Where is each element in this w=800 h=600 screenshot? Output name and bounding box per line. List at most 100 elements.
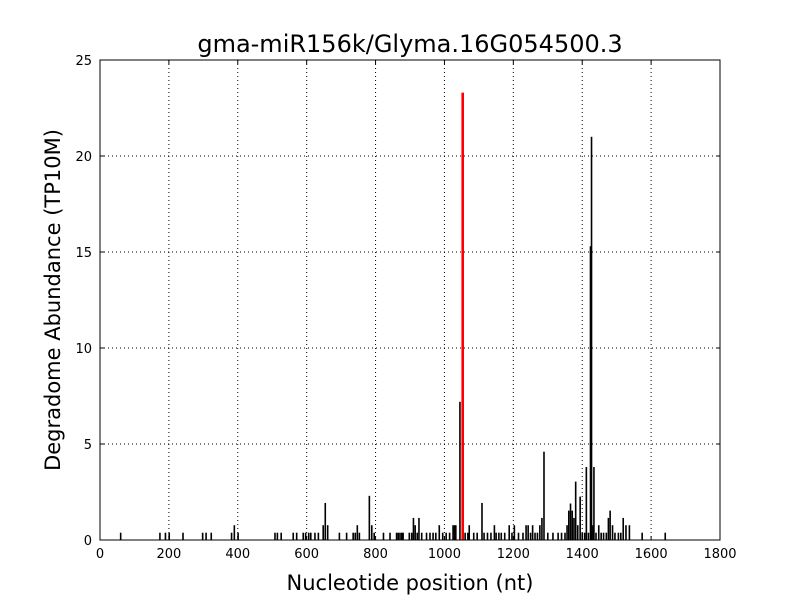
grid xyxy=(100,60,720,540)
bar xyxy=(543,451,545,540)
bar xyxy=(641,532,643,540)
bar xyxy=(503,532,506,540)
bar xyxy=(356,525,359,540)
bar xyxy=(233,525,236,540)
bar xyxy=(552,532,554,540)
bar xyxy=(382,532,385,540)
x-tick-label: 0 xyxy=(96,547,104,562)
y-tick-label: 15 xyxy=(75,246,92,261)
chart-title: gma-miR156k/Glyma.16G054500.3 xyxy=(197,30,622,58)
bar xyxy=(607,517,610,540)
bar xyxy=(358,532,361,540)
bar xyxy=(564,532,566,540)
bar xyxy=(500,532,503,540)
bar xyxy=(508,525,510,540)
bar xyxy=(453,525,456,540)
highlight-bar xyxy=(461,92,464,540)
bar xyxy=(119,532,122,540)
bar xyxy=(625,525,627,540)
bar xyxy=(352,532,354,540)
bar xyxy=(274,532,276,540)
x-tick-label: 400 xyxy=(225,547,250,562)
bar xyxy=(498,532,500,540)
bar xyxy=(314,532,316,540)
y-axis-label: Degradome Abundance (TP10M) xyxy=(41,129,65,471)
bar xyxy=(569,503,572,540)
bar xyxy=(432,532,434,540)
bar xyxy=(292,532,295,540)
bar xyxy=(622,517,625,540)
bar xyxy=(536,532,539,540)
bar xyxy=(338,532,341,540)
bar xyxy=(410,532,413,540)
bar xyxy=(614,532,616,540)
bar xyxy=(201,532,204,540)
bar xyxy=(464,532,466,540)
bar xyxy=(452,525,454,540)
bar xyxy=(429,532,431,540)
bar xyxy=(560,532,563,540)
bar xyxy=(345,532,348,540)
bar xyxy=(493,525,496,540)
y-tick-label: 0 xyxy=(84,534,92,549)
bar xyxy=(579,496,581,540)
bar xyxy=(438,525,441,540)
x-tick-label: 1200 xyxy=(497,547,530,562)
bar xyxy=(513,525,516,540)
bar xyxy=(425,532,428,540)
bar xyxy=(490,532,492,540)
bar xyxy=(307,532,310,540)
bar xyxy=(441,532,444,540)
bar xyxy=(529,532,532,540)
bar xyxy=(531,525,534,540)
x-tick-label: 800 xyxy=(363,547,388,562)
bar xyxy=(605,532,608,540)
bar xyxy=(322,525,324,540)
x-tick-label: 200 xyxy=(156,547,181,562)
bar xyxy=(517,532,520,540)
bar xyxy=(402,532,404,540)
bar xyxy=(476,532,478,540)
x-tick-label: 600 xyxy=(294,547,319,562)
bar xyxy=(527,525,529,540)
bar xyxy=(159,532,161,540)
bar xyxy=(448,532,451,540)
plot-frame xyxy=(99,59,721,541)
bar xyxy=(617,532,620,540)
bar xyxy=(557,532,559,540)
bar xyxy=(534,532,536,540)
bar xyxy=(295,532,298,540)
bar xyxy=(416,532,419,540)
bar xyxy=(546,532,549,540)
bar xyxy=(585,467,588,540)
bar xyxy=(412,517,415,540)
bar xyxy=(600,532,602,540)
y-tick-label: 10 xyxy=(75,342,92,357)
bar xyxy=(397,532,400,540)
bar xyxy=(593,467,595,540)
x-tick-label: 1000 xyxy=(428,547,461,562)
bar xyxy=(408,532,411,540)
bar xyxy=(414,525,416,540)
y-tick-label: 20 xyxy=(75,150,92,165)
bar xyxy=(592,525,594,540)
bar xyxy=(370,525,373,540)
bar xyxy=(481,502,483,540)
bar xyxy=(609,510,611,540)
bar xyxy=(445,532,447,540)
bar xyxy=(164,532,167,540)
bar xyxy=(302,532,305,540)
bar xyxy=(566,525,568,540)
bar xyxy=(574,481,577,540)
bar xyxy=(210,532,213,540)
bar xyxy=(368,495,371,540)
y-tick-label: 5 xyxy=(84,438,92,453)
bar xyxy=(354,532,357,540)
bar xyxy=(420,532,423,540)
bar xyxy=(389,532,391,540)
bar xyxy=(522,532,524,540)
bar xyxy=(326,525,329,540)
bar xyxy=(418,517,420,540)
bar xyxy=(573,517,575,540)
